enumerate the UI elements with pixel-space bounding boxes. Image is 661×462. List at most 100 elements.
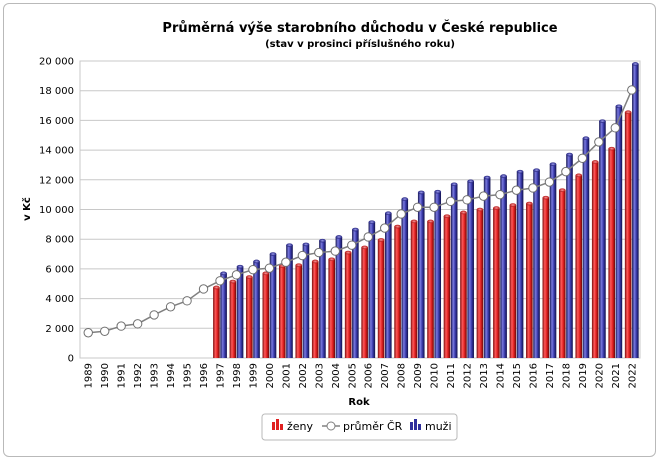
x-tick-label: 1992 xyxy=(133,363,144,388)
average-point xyxy=(198,284,209,294)
bar-zeny xyxy=(575,175,583,358)
bar-muzi xyxy=(450,184,458,358)
average-point xyxy=(330,246,340,256)
average-point xyxy=(495,189,505,200)
bar-muzi xyxy=(220,273,227,358)
x-tick-label: 2006 xyxy=(364,363,375,388)
x-tick-label: 2004 xyxy=(331,363,342,388)
bar-muzi-cap xyxy=(549,162,557,167)
y-axis-ticks: 0 2 000 4 000 6 000 8 000 10 000 12 000 14 000 1… xyxy=(39,57,74,365)
bar-muzi xyxy=(302,244,310,358)
bar-muzi xyxy=(434,191,442,358)
bar-muzi-cap xyxy=(335,235,343,239)
bar-zeny xyxy=(493,208,500,358)
bar-muzi-cap xyxy=(434,189,442,194)
legend-item-muzi: muži xyxy=(410,419,452,433)
x-tick-label: 2005 xyxy=(347,363,358,388)
x-tick-label: 2015 xyxy=(512,363,523,388)
chart-title: Průměrná výše starobního důchodu v České… xyxy=(162,20,557,36)
bar-zeny xyxy=(526,203,533,358)
average-point xyxy=(297,250,308,261)
legend-zeny-icon xyxy=(272,422,275,430)
legend-zeny-icon-bar2 xyxy=(276,419,279,430)
bar-muzi-cap xyxy=(483,175,491,180)
average-series-line xyxy=(88,89,633,334)
bar-muzi xyxy=(582,138,590,358)
bar-muzi xyxy=(401,199,409,358)
legend-muzi-icon-bar3 xyxy=(418,424,421,430)
bar-zeny-cap xyxy=(558,188,566,192)
x-tick-label: 2002 xyxy=(298,363,309,388)
y-tick-label: 18 000 xyxy=(39,86,74,97)
x-tick-label: 1993 xyxy=(150,363,161,388)
bar-zeny xyxy=(394,226,401,358)
bar-zeny xyxy=(608,148,615,358)
bar-muzi xyxy=(467,181,474,358)
bar-muzi-cap xyxy=(401,197,409,201)
bar-zeny-cap xyxy=(493,206,500,210)
bar-zeny-cap xyxy=(377,238,385,242)
bar-muzi-cap xyxy=(467,179,474,184)
bar-muzi-cap xyxy=(220,271,227,276)
x-tick-label: 1994 xyxy=(166,363,177,388)
bar-zeny xyxy=(361,247,368,358)
average-point xyxy=(281,257,291,267)
x-tick-label: 2008 xyxy=(397,363,408,388)
bar-muzi-cap xyxy=(253,259,260,264)
bar-muzi xyxy=(352,229,359,358)
bar-zeny xyxy=(311,261,319,358)
average-point xyxy=(627,85,637,95)
average-point xyxy=(610,123,620,133)
bar-zeny xyxy=(460,212,467,358)
average-point xyxy=(544,177,555,187)
x-tick-label: 1989 xyxy=(84,363,95,388)
legend-muzi-icon xyxy=(410,422,413,430)
average-point xyxy=(363,232,373,242)
bar-zeny-cap xyxy=(394,224,401,229)
x-tick-label: 2019 xyxy=(578,363,589,388)
average-point xyxy=(165,302,176,312)
bar-zeny xyxy=(278,265,286,358)
average-point xyxy=(396,209,406,219)
chart-subtitle: (stav v prosinci příslušného roku) xyxy=(265,38,455,50)
y-tick-label: 4 000 xyxy=(45,294,74,305)
x-tick-label: 1990 xyxy=(100,363,111,388)
average-point xyxy=(149,310,159,320)
y-tick-label: 8 000 xyxy=(45,235,74,246)
legend: ženy průměr ČR muži xyxy=(261,413,458,441)
x-tick-label: 1999 xyxy=(248,363,259,388)
bar-muzi-cap xyxy=(417,190,425,195)
x-axis-title: Rok xyxy=(348,397,370,408)
bar-zeny xyxy=(328,259,335,358)
average-point xyxy=(412,202,423,212)
bar-muzi xyxy=(566,154,573,358)
bar-zeny xyxy=(624,112,632,358)
bar-zeny-cap xyxy=(410,219,418,224)
average-point xyxy=(594,137,604,147)
bar-muzi xyxy=(335,236,343,358)
bar-zeny xyxy=(509,205,517,358)
x-tick-label: 1996 xyxy=(199,363,210,388)
average-point xyxy=(182,296,192,306)
bars xyxy=(213,62,639,358)
bar-zeny xyxy=(344,252,352,358)
bar-muzi xyxy=(385,213,392,358)
average-point xyxy=(528,183,538,193)
bar-zeny-cap xyxy=(443,214,451,218)
y-tick-label: 6 000 xyxy=(45,264,74,275)
bar-muzi xyxy=(599,121,606,358)
x-tick-label: 2001 xyxy=(281,363,292,388)
bar-muzi-cap xyxy=(286,243,293,247)
average-point xyxy=(100,326,110,336)
bar-zeny-cap xyxy=(246,275,253,279)
x-tick-label: 1995 xyxy=(183,363,194,388)
y-tick-label: 10 000 xyxy=(39,205,74,216)
bar-muzi xyxy=(615,106,623,358)
bar-zeny-cap xyxy=(460,210,467,215)
average-line xyxy=(83,85,637,338)
average-point xyxy=(478,191,489,201)
average-point xyxy=(347,240,357,250)
average-point xyxy=(83,328,93,338)
bar-muzi xyxy=(319,240,326,358)
